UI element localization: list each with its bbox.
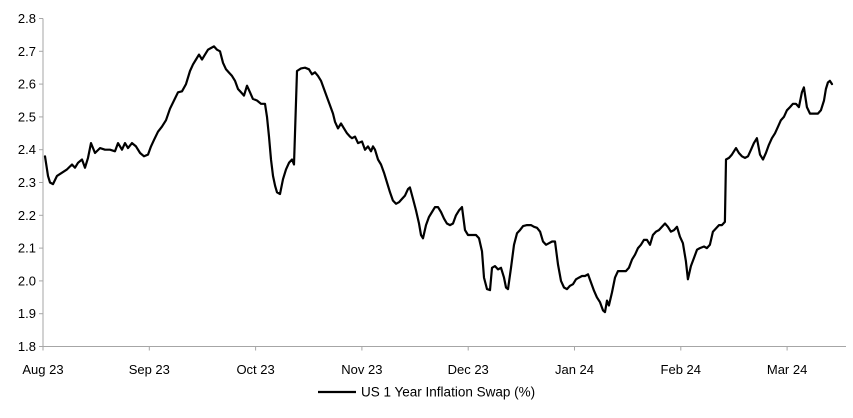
x-tick-label: Sep 23	[129, 362, 170, 377]
y-tick-label: 1.8	[18, 339, 36, 354]
x-tick-label: Aug 23	[22, 362, 63, 377]
y-tick-label: 2.1	[18, 241, 36, 256]
y-tick-label: 2.8	[18, 11, 36, 26]
x-tick-label: Dec 23	[448, 362, 489, 377]
y-tick-label: 2.3	[18, 175, 36, 190]
x-tick-label: Nov 23	[341, 362, 382, 377]
y-tick-label: 2.5	[18, 109, 36, 124]
y-tick-label: 2.0	[18, 273, 36, 288]
x-tick-label: Feb 24	[661, 362, 701, 377]
y-tick-label: 2.7	[18, 44, 36, 59]
x-tick-label: Mar 24	[767, 362, 807, 377]
x-tick-label: Oct 23	[236, 362, 274, 377]
legend-label: US 1 Year Inflation Swap (%)	[361, 385, 535, 400]
y-tick-label: 2.6	[18, 77, 36, 92]
x-tick-label: Jan 24	[555, 362, 594, 377]
y-tick-label: 1.9	[18, 306, 36, 321]
y-tick-label: 2.4	[18, 142, 36, 157]
y-tick-label: 2.2	[18, 208, 36, 223]
series-line-us-1y-inflation-swap	[43, 45, 834, 314]
